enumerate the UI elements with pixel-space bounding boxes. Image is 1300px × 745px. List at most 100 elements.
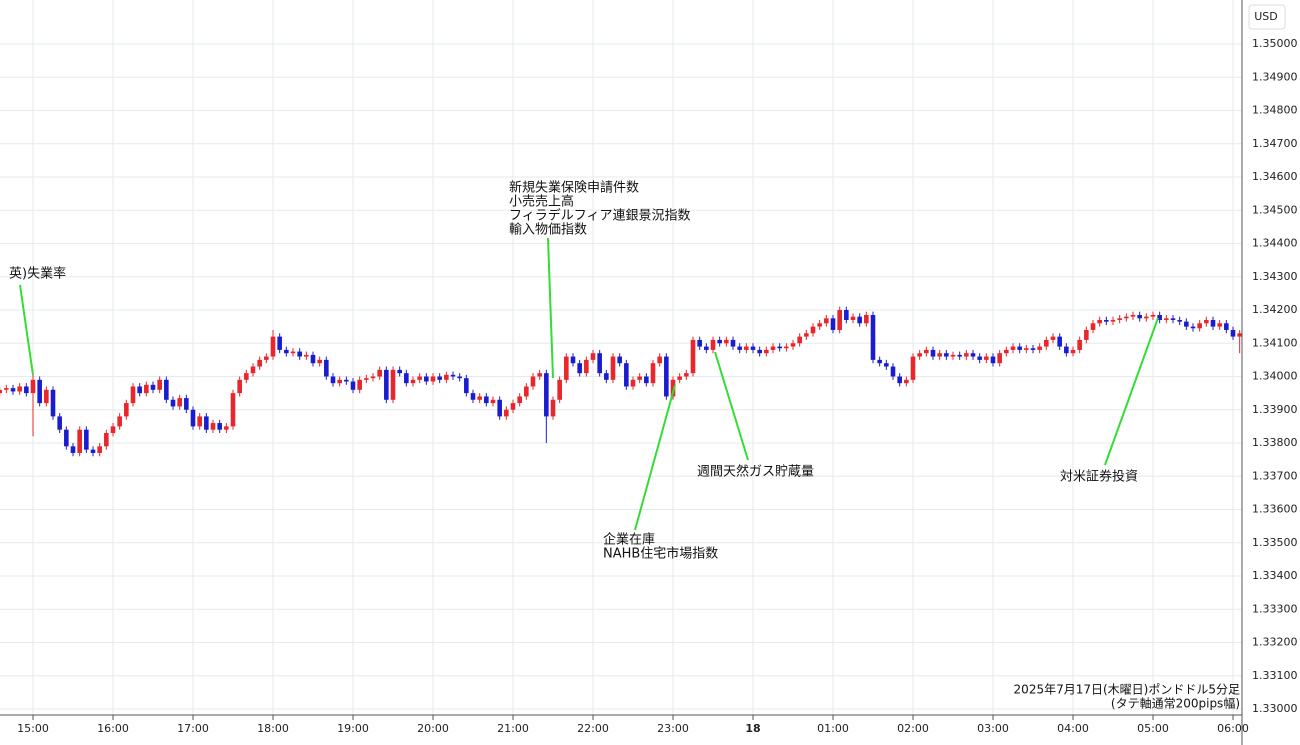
candle-body bbox=[384, 369, 389, 400]
candle-body bbox=[1084, 329, 1089, 340]
y-tick-label: 1.34100 bbox=[1252, 336, 1298, 349]
candle-body bbox=[564, 356, 569, 380]
candle-body bbox=[784, 346, 789, 349]
candle-body bbox=[224, 426, 229, 430]
candle-body bbox=[477, 396, 482, 400]
candle-body bbox=[377, 369, 382, 377]
y-tick-label: 1.33200 bbox=[1252, 636, 1298, 649]
candle-body bbox=[944, 353, 949, 357]
candle-body bbox=[957, 354, 962, 357]
candle-body bbox=[717, 339, 722, 344]
candle-body bbox=[177, 398, 182, 407]
candle-body bbox=[1077, 339, 1082, 350]
candle-body bbox=[970, 353, 976, 357]
candle-body bbox=[390, 369, 396, 400]
y-tick-label: 1.34800 bbox=[1252, 104, 1298, 117]
candle-body bbox=[577, 363, 582, 374]
candle-body bbox=[70, 446, 76, 453]
candle-body bbox=[117, 416, 122, 427]
candle-body bbox=[697, 339, 702, 347]
candle-body bbox=[1217, 323, 1222, 327]
caption: (タテ軸通常200pips幅) bbox=[1111, 696, 1240, 711]
candle-body bbox=[277, 336, 282, 350]
candle-body bbox=[590, 353, 596, 360]
candle-body bbox=[350, 381, 356, 390]
candle-body bbox=[217, 423, 222, 430]
candle-body bbox=[170, 399, 176, 407]
annotation-line bbox=[634, 384, 676, 531]
candle-body bbox=[1164, 318, 1169, 320]
candle-body bbox=[1010, 346, 1016, 350]
candle-body bbox=[730, 339, 736, 347]
candle-body bbox=[1037, 346, 1042, 350]
candle-body bbox=[210, 423, 216, 430]
candle-body bbox=[44, 389, 49, 404]
candle-body bbox=[0, 389, 2, 394]
candle-body bbox=[604, 373, 609, 380]
candle-body bbox=[144, 384, 149, 394]
x-tick-label: 03:00 bbox=[977, 722, 1009, 735]
candle-body bbox=[977, 356, 982, 360]
candle-body bbox=[404, 373, 409, 384]
candle-body bbox=[837, 310, 842, 330]
candle-body bbox=[30, 379, 36, 394]
candle-body bbox=[637, 376, 642, 380]
candle-body bbox=[1004, 349, 1009, 354]
y-tick-label: 1.35000 bbox=[1252, 37, 1298, 50]
candle-body bbox=[4, 388, 9, 390]
x-tick-label: 06:00 bbox=[1217, 722, 1249, 735]
candle-body bbox=[877, 359, 882, 364]
candle-body bbox=[764, 349, 769, 354]
candle-body bbox=[617, 356, 622, 364]
y-tick-label: 1.34300 bbox=[1252, 270, 1298, 283]
candle-body bbox=[304, 354, 309, 357]
candle-body bbox=[864, 314, 869, 324]
candle-body bbox=[1057, 336, 1062, 347]
candle-body bbox=[744, 346, 749, 350]
y-tick-label: 1.34900 bbox=[1252, 70, 1298, 83]
candle-body bbox=[284, 349, 289, 354]
candle-body bbox=[1237, 333, 1242, 337]
candle-body bbox=[1177, 319, 1182, 322]
y-tick-label: 1.34200 bbox=[1252, 303, 1298, 316]
candle-body bbox=[677, 376, 682, 380]
candle-body bbox=[937, 353, 942, 357]
candle-body bbox=[530, 376, 536, 387]
y-tick-label: 1.33800 bbox=[1252, 436, 1298, 449]
annotation-text: 企業在庫 bbox=[603, 532, 655, 548]
candle-body bbox=[1124, 316, 1129, 319]
candle-body bbox=[150, 384, 156, 390]
annotation-line bbox=[1104, 317, 1159, 466]
candle-body bbox=[870, 314, 876, 360]
candle-body bbox=[50, 389, 56, 417]
candle-body bbox=[670, 379, 676, 397]
x-tick-label: 05:00 bbox=[1137, 722, 1169, 735]
candle-body bbox=[770, 346, 776, 350]
candle-body bbox=[690, 339, 696, 374]
y-tick-label: 1.33900 bbox=[1252, 403, 1298, 416]
annotation-text: 対米証券投資 bbox=[1060, 469, 1138, 485]
candle-body bbox=[817, 323, 822, 327]
annotation-line bbox=[547, 237, 554, 379]
candle-body bbox=[244, 373, 249, 380]
candle-body bbox=[1117, 318, 1122, 320]
candle-body bbox=[464, 378, 469, 394]
annotation-text: 小売売上高 bbox=[509, 194, 574, 210]
candle-body bbox=[610, 356, 616, 380]
candle-body bbox=[777, 346, 782, 349]
candle-body bbox=[257, 359, 262, 367]
candle-body bbox=[417, 376, 422, 380]
candle-body bbox=[1044, 339, 1049, 347]
candle-body bbox=[1157, 314, 1162, 320]
currency-label: USD bbox=[1254, 10, 1278, 23]
candle-body bbox=[1224, 323, 1229, 330]
candle-body bbox=[17, 386, 22, 392]
annotation-text: 輸入物価指数 bbox=[509, 223, 587, 238]
candle-body bbox=[250, 366, 256, 374]
candle-body bbox=[724, 339, 729, 344]
candle-body bbox=[897, 376, 902, 384]
candle-body bbox=[644, 376, 649, 384]
candle-body bbox=[1190, 326, 1196, 329]
candle-body bbox=[1210, 319, 1216, 327]
